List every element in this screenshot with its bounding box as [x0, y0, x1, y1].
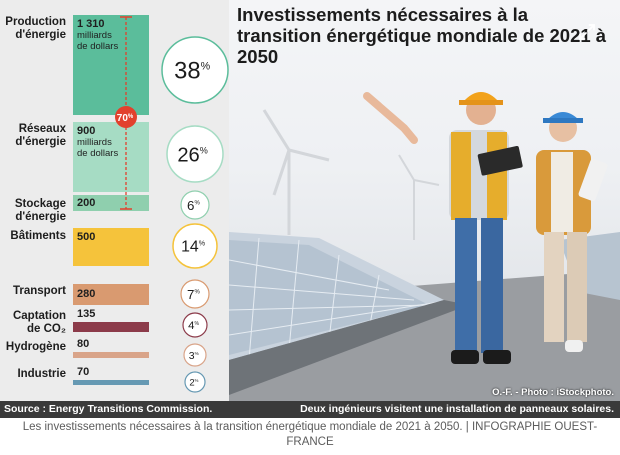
bar-value-label: 900: [77, 125, 96, 137]
bar-value-label: 80: [77, 338, 90, 350]
figure-caption: Les investissements nécessaires à la tra…: [22, 421, 598, 448]
bar-0: [73, 15, 149, 115]
solar-panels: [229, 232, 620, 395]
source-bar: Source : Energy Transitions Commission.: [0, 401, 229, 418]
infographic-figure: 38% 26% 6% 14% 7% 4% 3% 2% 70% Production d'éner…: [0, 0, 620, 418]
photo-credit: O.-F. - Photo : iStockphoto.: [492, 387, 614, 398]
bar-value-label: 200: [77, 196, 96, 209]
percent-circle-7: [184, 371, 206, 393]
source-text: Source : Energy Transitions Commission.: [4, 403, 213, 415]
category-label: Stockage d'énergie: [14, 198, 66, 223]
percent-circle-4: [180, 279, 210, 309]
bar-value-label: 1 310: [77, 18, 105, 30]
percent-circle-5: [182, 312, 208, 338]
percent-circle-3: [172, 223, 218, 269]
percent-circle-2: [180, 190, 210, 220]
percent-value-7: 2%: [189, 377, 198, 388]
bar-value-label: 70: [77, 366, 90, 378]
bar-value-label: 280: [77, 288, 96, 300]
bar-4: [73, 284, 149, 305]
bar-6: [73, 352, 149, 358]
photo-caption-bar: Deux ingénieurs visitent une installatio…: [229, 401, 620, 418]
chart-panel: 38% 26% 6% 14% 7% 4% 3% 2% 70% Production d'éner…: [0, 0, 229, 401]
expand-arrows-icon: [579, 24, 595, 40]
category-label: Transport: [12, 285, 66, 297]
bar-value-label: 135: [77, 308, 96, 320]
bar-7: [73, 380, 149, 385]
engineer-man: [363, 92, 523, 364]
bar-5: [73, 322, 149, 332]
expand-button[interactable]: [577, 22, 597, 42]
category-label: Production d'énergie: [5, 16, 66, 41]
bar-1: [73, 122, 149, 192]
percent-circle-0: [161, 36, 229, 104]
bracket-badge: [115, 106, 137, 128]
photo-area: Investissements nécessaires à la transit…: [229, 0, 620, 418]
bracket-label: 70%: [117, 113, 134, 124]
category-label: Réseaux d'énergie: [15, 123, 66, 148]
category-label: Bâtiments: [10, 230, 66, 242]
bar-value-label: 500: [77, 231, 96, 243]
bar-3: [73, 228, 149, 266]
photo-caption: Deux ingénieurs visitent une installatio…: [300, 403, 614, 415]
chart-svg: 38%26%6%14%7%4%3%2%70%: [73, 15, 229, 393]
bar-unit-label: milliards de dollars: [77, 137, 119, 159]
photo-illustration: [229, 92, 620, 418]
category-label: Captation de CO₂: [12, 310, 66, 335]
percent-value-5: 4%: [188, 320, 199, 332]
wind-turbines: [262, 109, 440, 240]
headline: Investissements nécessaires à la transit…: [237, 4, 607, 67]
percent-circle-6: [183, 343, 207, 367]
category-label: Hydrogène: [5, 341, 66, 353]
bar-2: [73, 195, 149, 211]
engineer-woman: [536, 112, 608, 352]
bar-unit-label: milliards de dollars: [77, 30, 119, 52]
percent-value-6: 3%: [189, 351, 199, 362]
category-label: Industrie: [17, 368, 66, 380]
percent-circle-1: [166, 125, 224, 183]
